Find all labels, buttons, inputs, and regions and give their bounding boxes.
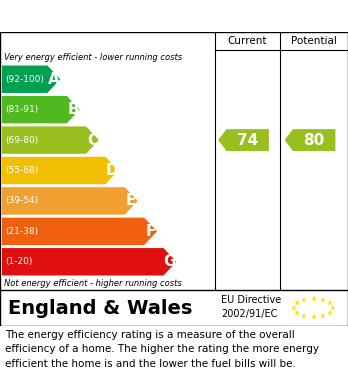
Text: (69-80): (69-80) (5, 136, 38, 145)
Polygon shape (2, 126, 99, 154)
Polygon shape (2, 187, 138, 215)
Text: (39-54): (39-54) (5, 196, 38, 205)
Polygon shape (2, 218, 157, 245)
Text: G: G (164, 254, 176, 269)
Text: The energy efficiency rating is a measure of the overall efficiency of a home. T: The energy efficiency rating is a measur… (5, 330, 319, 369)
Text: (92-100): (92-100) (5, 75, 44, 84)
Text: B: B (68, 102, 79, 117)
Text: E: E (126, 194, 136, 208)
Polygon shape (2, 66, 60, 93)
Text: 80: 80 (303, 133, 325, 147)
Text: (55-68): (55-68) (5, 166, 38, 175)
Text: Not energy efficient - higher running costs: Not energy efficient - higher running co… (4, 279, 182, 288)
Text: 74: 74 (237, 133, 258, 147)
Text: Very energy efficient - lower running costs: Very energy efficient - lower running co… (4, 52, 182, 61)
Text: A: A (48, 72, 60, 87)
Text: C: C (87, 133, 98, 147)
Text: F: F (145, 224, 156, 239)
Text: EU Directive
2002/91/EC: EU Directive 2002/91/EC (221, 295, 281, 319)
Polygon shape (2, 96, 80, 123)
Text: (1-20): (1-20) (5, 257, 32, 266)
Text: Energy Efficiency Rating: Energy Efficiency Rating (9, 7, 238, 25)
Text: Potential: Potential (291, 36, 337, 46)
Polygon shape (218, 129, 269, 151)
Polygon shape (285, 129, 335, 151)
Text: (21-38): (21-38) (5, 227, 38, 236)
Polygon shape (2, 157, 118, 184)
Text: Current: Current (228, 36, 267, 46)
Text: England & Wales: England & Wales (8, 298, 192, 317)
Text: (81-91): (81-91) (5, 105, 38, 114)
Text: D: D (105, 163, 118, 178)
Polygon shape (2, 248, 176, 276)
